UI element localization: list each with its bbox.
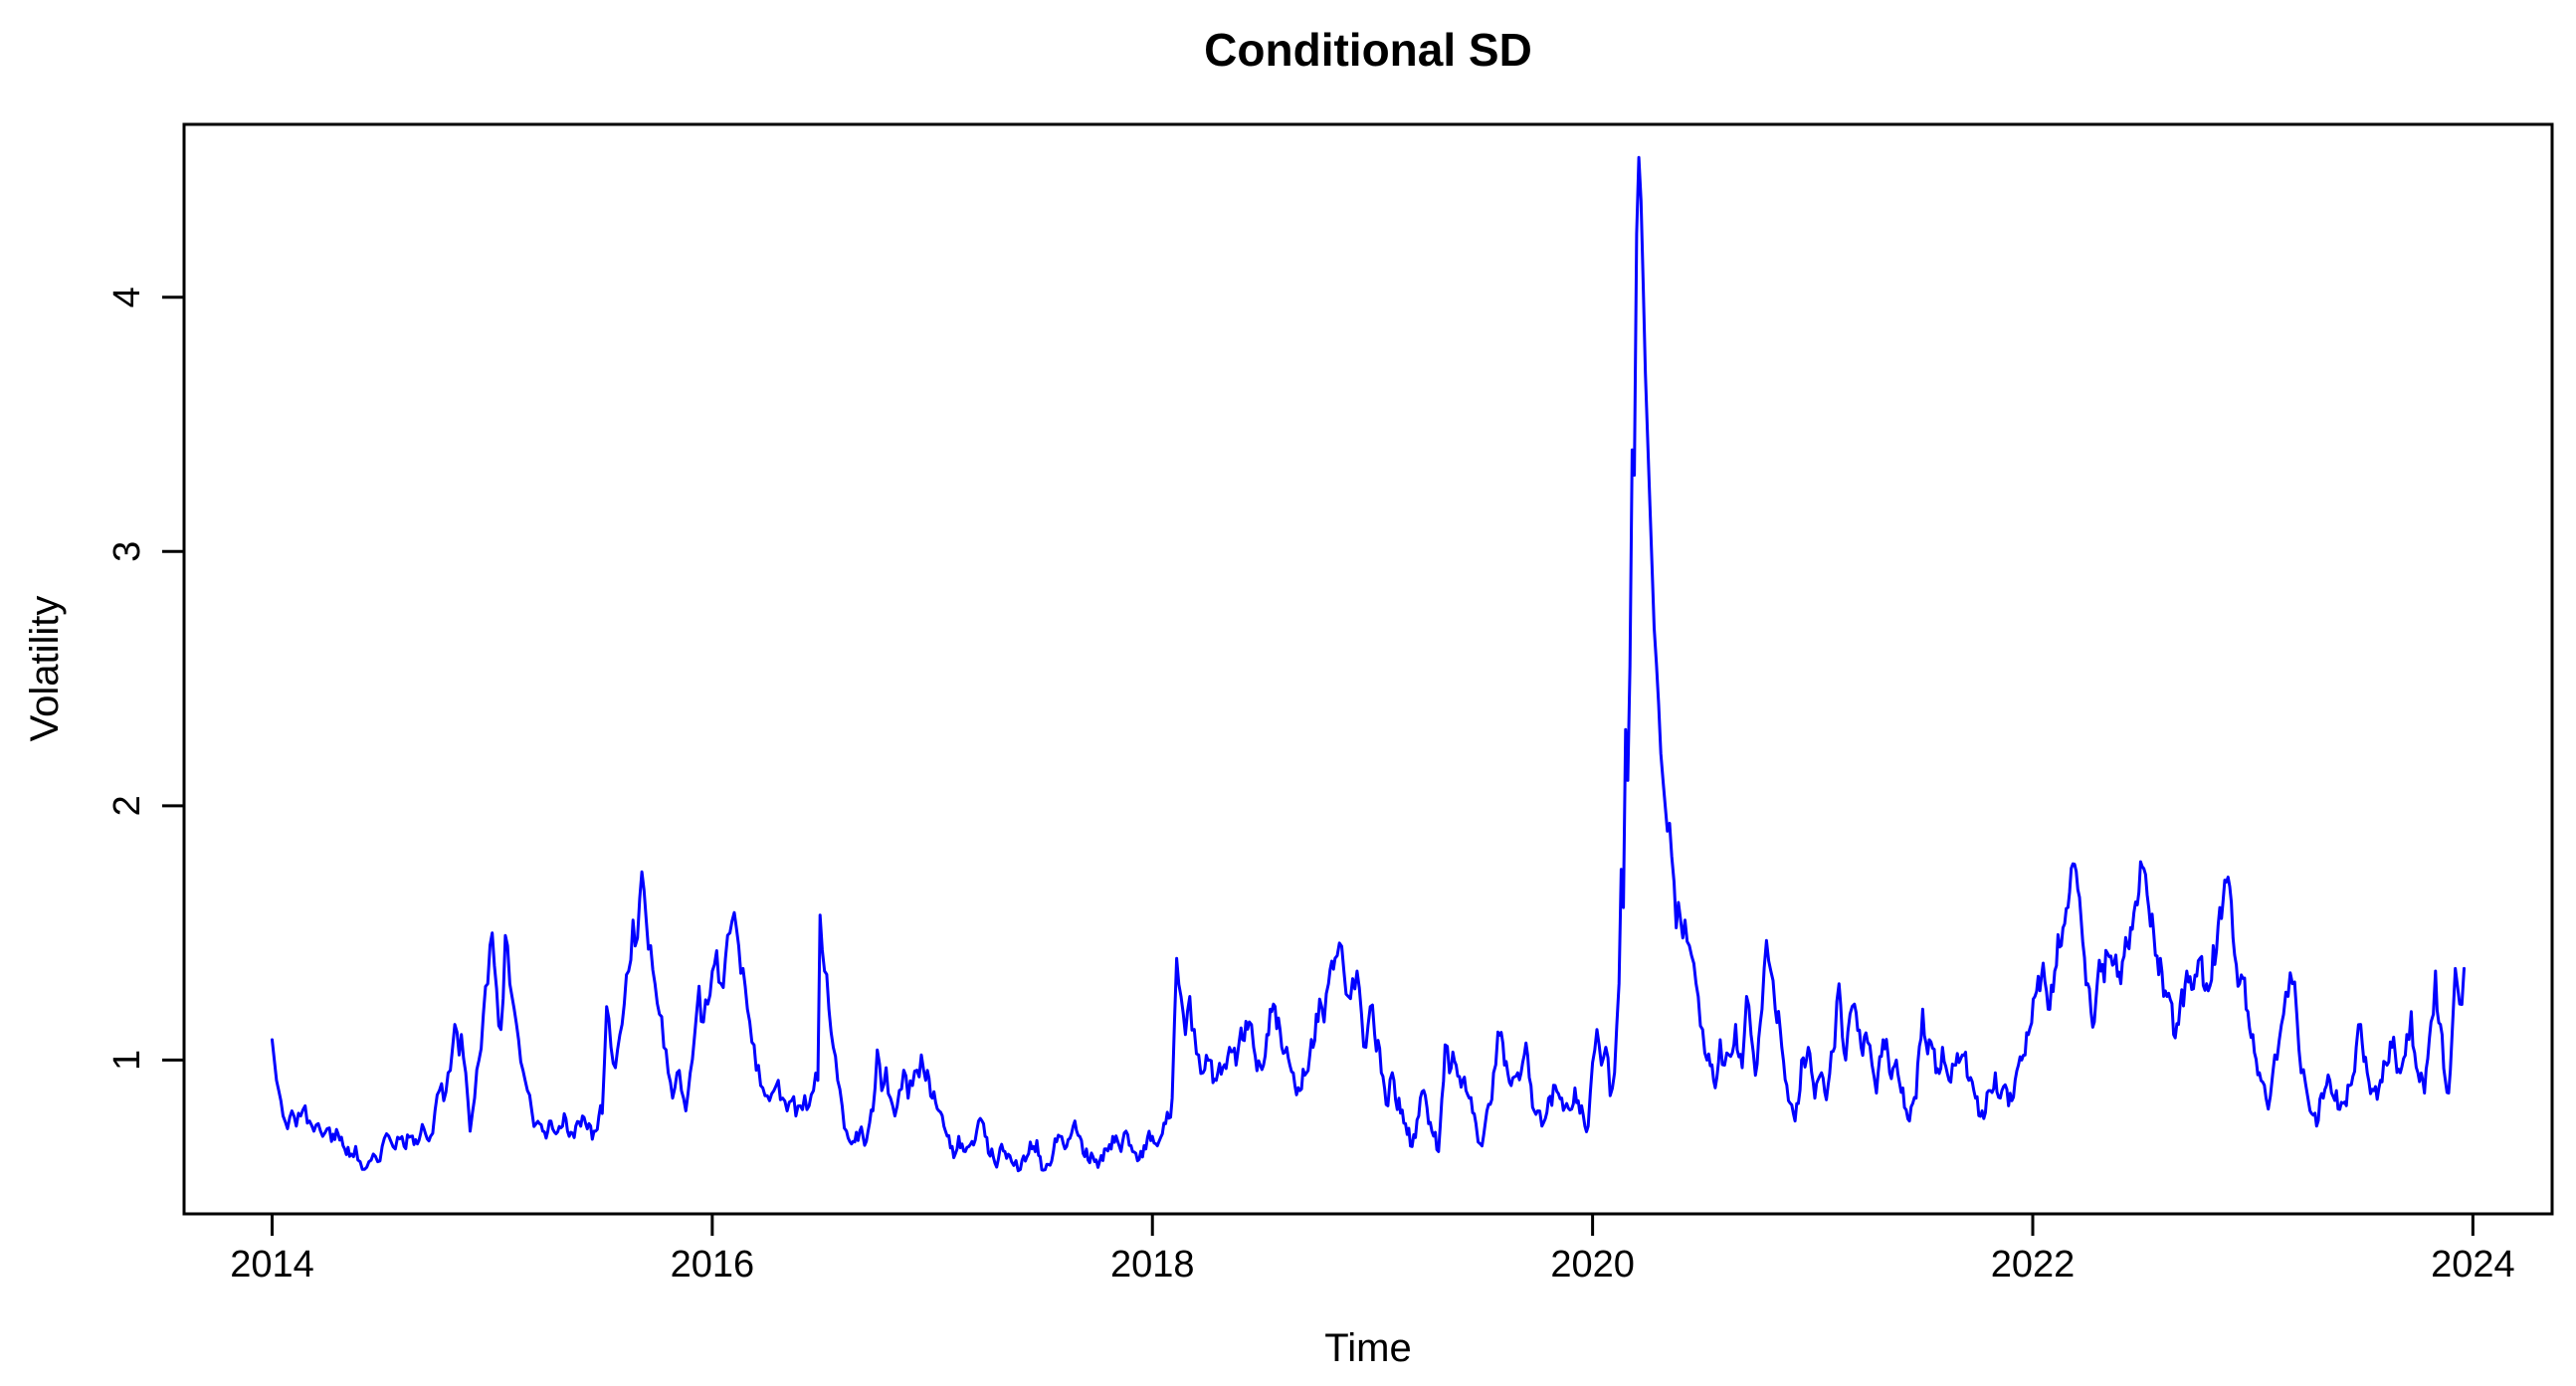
y-tick-label: 4: [106, 287, 148, 307]
plot-border: [182, 122, 2554, 1216]
y-axis-title: Volatility: [23, 596, 67, 742]
axes: 2014 2016 2018 2020 2022 2024 1 2 3 4: [106, 287, 2515, 1286]
x-tick-label: 2018: [1110, 1244, 1195, 1286]
y-tick-label: 1: [106, 1050, 148, 1071]
x-tick-label: 2020: [1550, 1244, 1635, 1286]
x-tick-label: 2022: [1991, 1244, 2076, 1286]
x-tick-label: 2024: [2431, 1244, 2515, 1286]
x-tick-label: 2014: [230, 1244, 314, 1286]
conditional-sd-line: [271, 155, 2466, 1173]
chart-title: Conditional SD: [1204, 24, 1532, 76]
y-tick-label: 2: [106, 795, 148, 816]
x-tick-label: 2016: [671, 1244, 755, 1286]
x-axis-title: Time: [1324, 1326, 1411, 1370]
y-tick-label: 3: [106, 541, 148, 562]
